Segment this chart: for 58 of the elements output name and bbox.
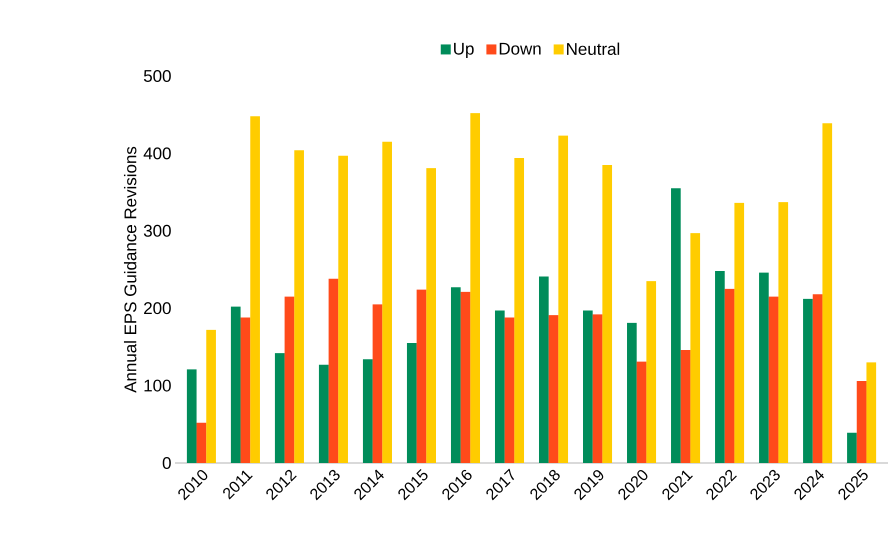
bar [196, 422, 206, 463]
bar [240, 317, 250, 463]
bar [866, 362, 876, 463]
bar [284, 296, 294, 463]
bar [583, 310, 593, 463]
bar [602, 164, 612, 463]
bar [627, 322, 637, 463]
bar [372, 304, 382, 463]
bar [514, 158, 524, 463]
bar [690, 233, 700, 463]
bar [406, 343, 417, 463]
bar [274, 353, 285, 463]
bar [328, 278, 338, 463]
bar [362, 359, 373, 463]
bar [768, 296, 778, 463]
bar [338, 156, 348, 463]
bar [734, 202, 744, 463]
bar [494, 310, 505, 463]
bar [416, 290, 426, 463]
bar [548, 315, 558, 463]
y-tick-label: 200 [144, 302, 171, 314]
bar [822, 123, 832, 463]
legend-label: Down [500, 42, 541, 55]
bar [646, 281, 656, 463]
bar [847, 432, 857, 463]
bar [460, 292, 470, 463]
bar [680, 350, 690, 463]
legend-label: Neutral [567, 42, 620, 55]
y-tick-label: 100 [144, 380, 171, 392]
bar [856, 380, 866, 463]
bar [426, 168, 436, 463]
bar [450, 287, 461, 463]
bar [803, 298, 813, 463]
bar [592, 314, 602, 463]
y-tick-label: 0 [162, 456, 171, 469]
bar [778, 202, 788, 463]
bar [318, 364, 329, 463]
bar [636, 362, 646, 463]
bar [538, 276, 549, 463]
bar [715, 271, 725, 463]
bar [186, 369, 197, 463]
bar [250, 116, 260, 463]
bar [759, 272, 769, 463]
bar [724, 288, 734, 463]
bar [294, 150, 304, 463]
bar [558, 136, 568, 463]
bar [206, 330, 216, 463]
bar [671, 188, 681, 463]
bar [230, 306, 241, 463]
y-tick-label: 300 [144, 224, 171, 237]
bar [812, 294, 822, 463]
legend-label: Up [454, 42, 474, 58]
bar [470, 113, 480, 463]
bar [504, 317, 514, 463]
bar [382, 142, 392, 463]
y-tick-label: 400 [144, 147, 171, 160]
y-tick-label: 500 [144, 70, 171, 82]
y-axis-title: Annual EPS Guidance Revisions [124, 146, 136, 393]
